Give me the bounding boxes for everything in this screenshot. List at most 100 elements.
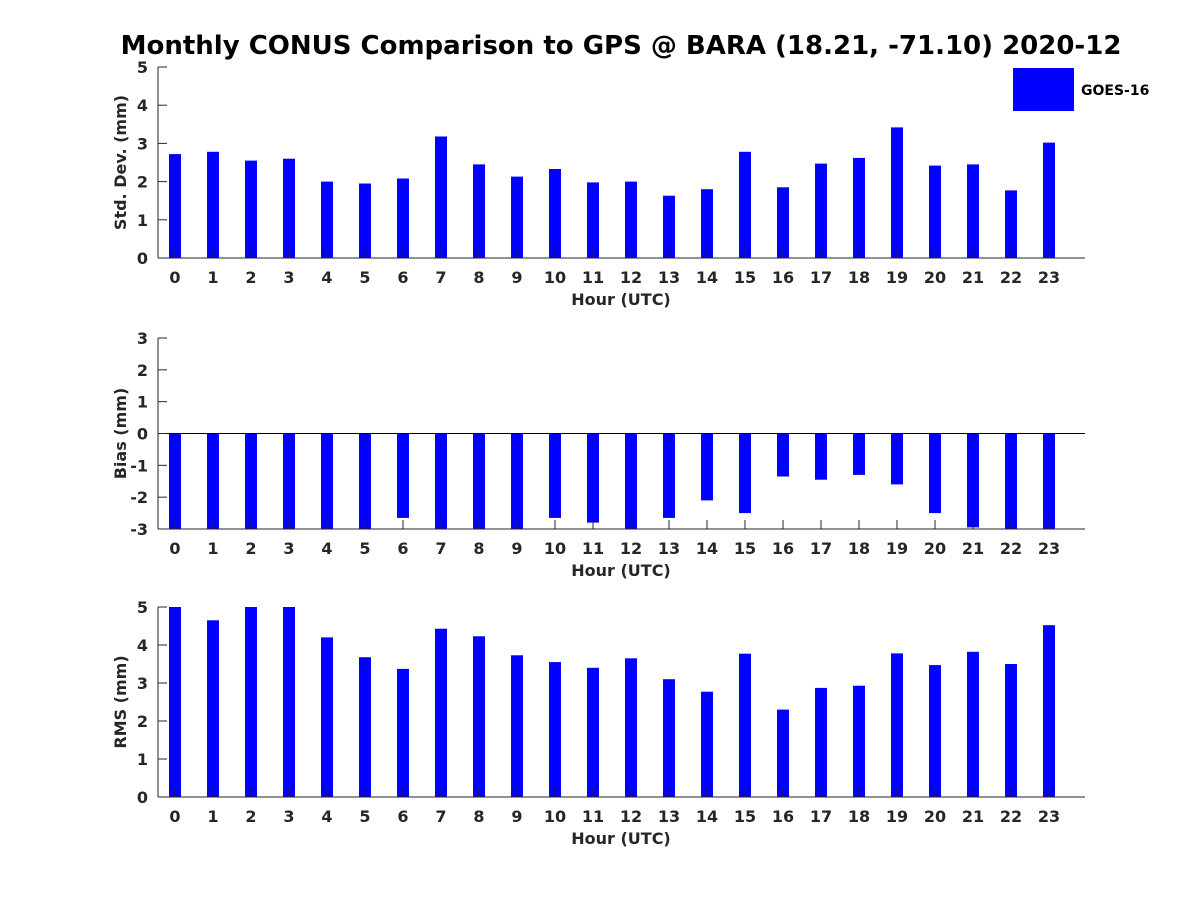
bias-bar-1 [207, 433, 219, 529]
rms-bar-22 [1005, 664, 1017, 797]
bias-xtick-label: 8 [473, 539, 484, 558]
bias-xtick-label: 4 [321, 539, 332, 558]
rms-xtick-label: 12 [620, 807, 642, 826]
bias-xtick-label: 20 [924, 539, 946, 558]
bias-x-axis-label: Hour (UTC) [571, 561, 671, 580]
rms-xtick-label: 19 [886, 807, 908, 826]
std-xtick-label: 7 [435, 268, 446, 287]
rms-bar-10 [549, 662, 561, 797]
rms-xtick-label: 1 [207, 807, 218, 826]
bias-xtick-label: 11 [582, 539, 604, 558]
rms-bar-3 [283, 607, 295, 797]
bias-xtick-label: 22 [1000, 539, 1022, 558]
rms-bar-16 [777, 709, 789, 797]
std-xtick-label: 22 [1000, 268, 1022, 287]
std-ytick-label: 0 [137, 249, 148, 268]
rms-bar-12 [625, 658, 637, 797]
bias-bar-8 [473, 433, 485, 529]
rms-bar-15 [739, 653, 751, 797]
rms-ytick-label: 4 [137, 636, 148, 655]
rms-xtick-label: 15 [734, 807, 756, 826]
bias-bar-19 [891, 433, 903, 485]
bias-bar-20 [929, 433, 941, 514]
std-xtick-label: 17 [810, 268, 832, 287]
bias-bar-23 [1043, 433, 1055, 529]
std-bar-2 [245, 160, 257, 258]
chart-title: Monthly CONUS Comparison to GPS @ BARA (… [121, 31, 1122, 61]
std-x-axis-label: Hour (UTC) [571, 290, 671, 309]
std-xtick-label: 19 [886, 268, 908, 287]
bias-bar-16 [777, 433, 789, 477]
rms-xtick-label: 17 [810, 807, 832, 826]
std-bar-7 [435, 136, 447, 258]
bias-xtick-label: 5 [359, 539, 370, 558]
rms-bar-20 [929, 665, 941, 797]
std-xtick-label: 11 [582, 268, 604, 287]
bias-bar-18 [853, 433, 865, 475]
std-xtick-label: 23 [1038, 268, 1060, 287]
rms-xtick-label: 14 [696, 807, 718, 826]
rms-xtick-label: 3 [283, 807, 294, 826]
std-xtick-label: 8 [473, 268, 484, 287]
bias-bar-10 [549, 433, 561, 518]
legend: GOES-16 [1013, 68, 1149, 111]
rms-bar-11 [587, 667, 599, 797]
std-xtick-label: 4 [321, 268, 332, 287]
rms-xtick-label: 21 [962, 807, 984, 826]
std-xtick-label: 12 [620, 268, 642, 287]
std-bar-4 [321, 181, 333, 258]
bias-xtick-label: 15 [734, 539, 756, 558]
rms-bar-2 [245, 607, 257, 797]
rms-bar-1 [207, 620, 219, 797]
bias-ytick-label: 0 [137, 425, 148, 444]
rms-ytick-label: 5 [137, 598, 148, 617]
rms-xtick-label: 18 [848, 807, 870, 826]
bias-ytick-label: 2 [137, 361, 148, 380]
std-bar-23 [1043, 142, 1055, 258]
std-bar-1 [207, 151, 219, 258]
bias-xtick-label: 6 [397, 539, 408, 558]
bias-bar-4 [321, 433, 333, 529]
legend-label: GOES-16 [1081, 83, 1149, 99]
bias-ytick-label: 3 [137, 329, 148, 348]
rms-xtick-label: 10 [544, 807, 566, 826]
bias-bar-13 [663, 433, 675, 518]
rms-bar-23 [1043, 625, 1055, 797]
std-bar-22 [1005, 190, 1017, 258]
rms-xtick-label: 4 [321, 807, 332, 826]
rms-bar-8 [473, 636, 485, 797]
bias-bar-15 [739, 433, 751, 514]
bias-xtick-label: 19 [886, 539, 908, 558]
std-bar-0 [169, 154, 181, 258]
std-bar-20 [929, 165, 941, 258]
rms-bar-18 [853, 685, 865, 797]
std-bar-17 [815, 163, 827, 258]
bias-xtick-label: 21 [962, 539, 984, 558]
rms-xtick-label: 5 [359, 807, 370, 826]
std-bar-10 [549, 169, 561, 258]
rms-bar-7 [435, 628, 447, 797]
rms-xtick-label: 13 [658, 807, 680, 826]
bias-bar-7 [435, 433, 447, 529]
std-y-axis-label: Std. Dev. (mm) [111, 95, 130, 230]
rms-xtick-label: 20 [924, 807, 946, 826]
bias-xtick-label: 2 [245, 539, 256, 558]
bias-ytick-label: -2 [130, 488, 148, 507]
std-xtick-label: 6 [397, 268, 408, 287]
bias-xtick-label: 18 [848, 539, 870, 558]
std-xtick-label: 5 [359, 268, 370, 287]
rms-bar-0 [169, 607, 181, 797]
bias-bar-21 [967, 433, 979, 528]
bias-bar-5 [359, 433, 371, 529]
rms-bar-21 [967, 651, 979, 797]
std-xtick-label: 1 [207, 268, 218, 287]
bias-xtick-label: 12 [620, 539, 642, 558]
rms-bar-4 [321, 637, 333, 797]
std-bar-11 [587, 182, 599, 258]
rms-xtick-label: 11 [582, 807, 604, 826]
rms-x-axis-label: Hour (UTC) [571, 829, 671, 848]
rms-bar-5 [359, 657, 371, 797]
std-xtick-label: 14 [696, 268, 718, 287]
